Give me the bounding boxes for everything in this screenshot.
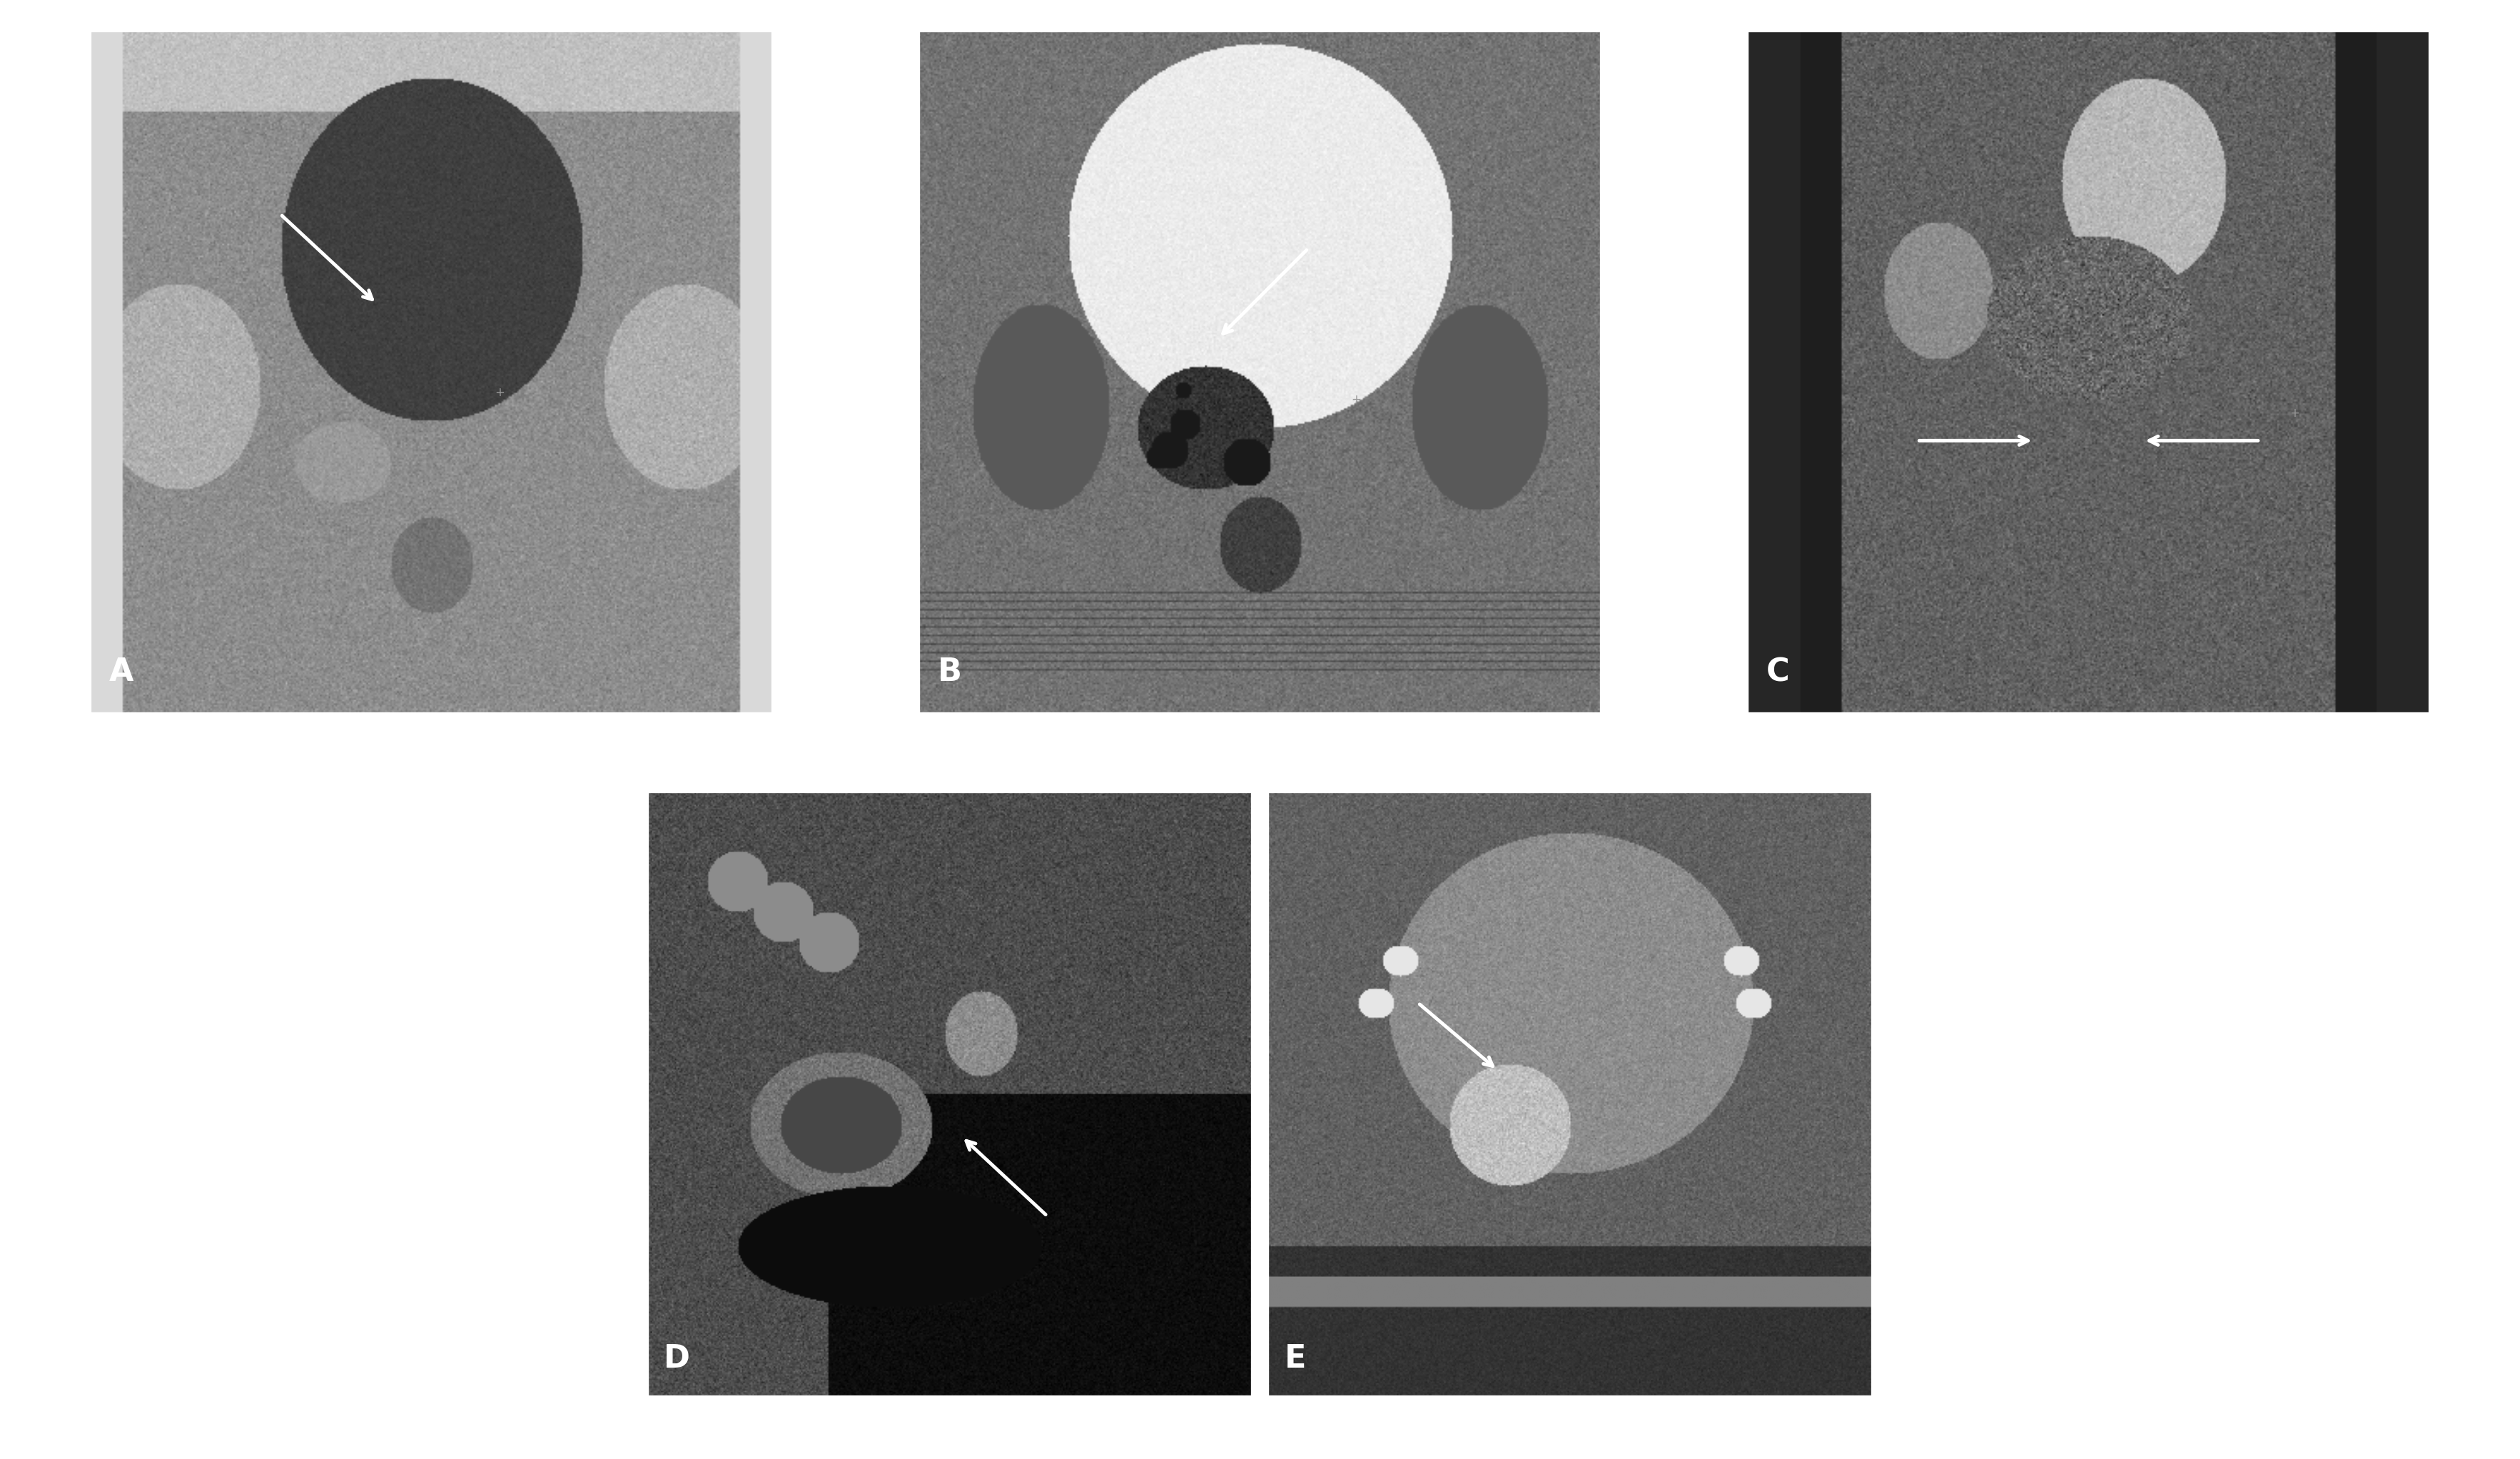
Text: B: B [937, 657, 963, 687]
Text: A: A [108, 657, 134, 687]
Text: +: + [963, 1033, 973, 1046]
Text: +: + [1351, 392, 1361, 406]
Text: D: D [663, 1344, 690, 1374]
Text: +: + [494, 387, 504, 400]
Text: E: E [1285, 1344, 1305, 1374]
Text: C: C [1767, 657, 1789, 687]
Text: +: + [2288, 407, 2298, 420]
